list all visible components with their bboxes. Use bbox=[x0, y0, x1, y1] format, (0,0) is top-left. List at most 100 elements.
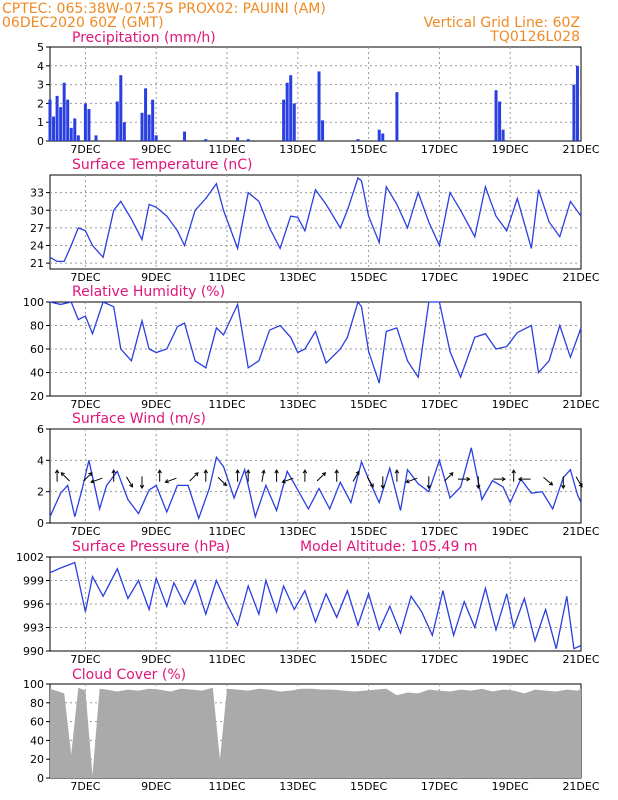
x-tick-label: 17DEC bbox=[421, 398, 458, 411]
precip-bar bbox=[66, 99, 70, 141]
x-tick-label: 9DEC bbox=[141, 653, 171, 666]
humidity-title: Relative Humidity (%) bbox=[72, 284, 225, 300]
wind-arrow bbox=[235, 469, 240, 482]
x-tick-label: 11DEC bbox=[208, 780, 245, 793]
precip-bar bbox=[87, 109, 91, 141]
x-tick-label: 19DEC bbox=[492, 398, 529, 411]
y-tick-label: 20 bbox=[30, 753, 44, 766]
precip-bar bbox=[154, 135, 158, 141]
x-tick-label: 15DEC bbox=[350, 525, 387, 538]
y-tick-label: 80 bbox=[30, 697, 44, 710]
x-tick-label: 7DEC bbox=[70, 653, 100, 666]
precip-bar bbox=[381, 133, 385, 141]
wind-arrow bbox=[60, 472, 70, 482]
x-tick-label: 15DEC bbox=[350, 271, 387, 284]
x-tick-label: 21DEC bbox=[562, 525, 599, 538]
y-tick-label: 990 bbox=[23, 645, 44, 658]
precip-bar bbox=[572, 84, 576, 141]
wind-arrow bbox=[189, 472, 199, 482]
precip-bar bbox=[119, 75, 123, 141]
precip-bar bbox=[292, 103, 296, 141]
precip-bar bbox=[59, 107, 63, 141]
y-tick-label: 2 bbox=[37, 97, 44, 110]
precip-bar bbox=[144, 88, 148, 141]
x-tick-label: 7DEC bbox=[70, 398, 100, 411]
wind-arrow bbox=[245, 469, 251, 482]
wind-arrow bbox=[334, 469, 339, 482]
precip-bar bbox=[48, 99, 52, 141]
x-tick-label: 19DEC bbox=[492, 271, 529, 284]
x-tick-label: 21DEC bbox=[562, 143, 599, 156]
wind-arrow bbox=[90, 477, 103, 484]
precip-bar bbox=[285, 82, 289, 141]
precip-bar bbox=[395, 92, 399, 141]
series-line bbox=[49, 300, 582, 384]
cloud-cover-area bbox=[50, 687, 581, 778]
panel-frame bbox=[49, 428, 582, 524]
x-tick-label: 11DEC bbox=[208, 271, 245, 284]
y-tick-label: 24 bbox=[30, 240, 44, 253]
wind-arrow bbox=[281, 477, 294, 484]
wind-arrow bbox=[444, 472, 454, 482]
precip-bar bbox=[94, 135, 98, 141]
wind-arrow bbox=[203, 469, 209, 482]
precip-bar bbox=[289, 75, 293, 141]
y-tick-label: 20 bbox=[30, 390, 44, 403]
wind-arrow bbox=[157, 469, 162, 482]
x-tick-label: 7DEC bbox=[70, 271, 100, 284]
x-tick-label: 9DEC bbox=[141, 780, 171, 793]
wind-panel: Surface Wind (m/s) 0 2 4 6 7DEC 9DEC 11DEC 13DE… bbox=[37, 411, 600, 538]
wind-arrow bbox=[426, 476, 432, 490]
wind-arrow bbox=[380, 476, 386, 490]
x-tick-label: 19DEC bbox=[492, 780, 529, 793]
precipitation-title: Precipitation (mm/h) bbox=[72, 30, 216, 46]
x-tick-label: 19DEC bbox=[492, 653, 529, 666]
x-tick-label: 21DEC bbox=[562, 271, 599, 284]
x-tick-label: 17DEC bbox=[421, 271, 458, 284]
temperature-title: Surface Temperature (nC) bbox=[72, 157, 253, 173]
wind-arrow bbox=[394, 469, 400, 482]
precip-bar bbox=[236, 137, 240, 141]
y-tick-label: 100 bbox=[23, 296, 44, 309]
wind-arrow bbox=[352, 470, 360, 482]
precip-bar bbox=[377, 129, 381, 141]
x-tick-label: 15DEC bbox=[350, 143, 387, 156]
x-tick-label: 9DEC bbox=[141, 271, 171, 284]
precip-bar bbox=[356, 139, 360, 141]
x-tick-label: 13DEC bbox=[279, 398, 316, 411]
wind-arrow bbox=[302, 469, 308, 482]
y-tick-label: 4 bbox=[37, 60, 44, 73]
x-tick-label: 13DEC bbox=[279, 653, 316, 666]
precip-bar bbox=[317, 71, 321, 141]
x-tick-label: 7DEC bbox=[70, 525, 100, 538]
y-tick-label: 999 bbox=[23, 575, 44, 588]
x-tick-label: 21DEC bbox=[562, 653, 599, 666]
precip-bar bbox=[69, 127, 73, 141]
y-tick-label: 40 bbox=[30, 734, 44, 747]
wind-arrow bbox=[366, 476, 374, 488]
precip-bar bbox=[62, 82, 66, 141]
x-tick-label: 13DEC bbox=[279, 271, 316, 284]
x-tick-label: 11DEC bbox=[208, 525, 245, 538]
temperature-panel: Surface Temperature (nC) 21 24 27 30 33 7DEC 9… bbox=[30, 157, 600, 284]
y-tick-label: 27 bbox=[30, 222, 44, 235]
humidity-panel: Relative Humidity (%) 20 40 60 80 100 7DEC 9DE… bbox=[23, 284, 600, 411]
x-tick-label: 17DEC bbox=[421, 653, 458, 666]
y-tick-label: 996 bbox=[23, 598, 44, 611]
precip-bar bbox=[501, 129, 505, 141]
y-tick-label: 30 bbox=[30, 204, 44, 217]
x-tick-label: 13DEC bbox=[279, 525, 316, 538]
x-tick-label: 17DEC bbox=[421, 780, 458, 793]
y-tick-label: 1002 bbox=[16, 551, 44, 564]
wind-arrow bbox=[493, 476, 506, 482]
y-tick-label: 0 bbox=[37, 517, 44, 530]
wind-arrow bbox=[405, 477, 418, 484]
wind-arrow bbox=[561, 476, 566, 490]
model-altitude-label: Model Altitude: 105.49 m bbox=[300, 539, 477, 555]
y-tick-label: 5 bbox=[37, 41, 44, 54]
x-tick-label: 7DEC bbox=[70, 780, 100, 793]
series-line bbox=[49, 176, 582, 263]
precip-bar bbox=[204, 139, 208, 141]
precip-bar bbox=[246, 139, 250, 141]
